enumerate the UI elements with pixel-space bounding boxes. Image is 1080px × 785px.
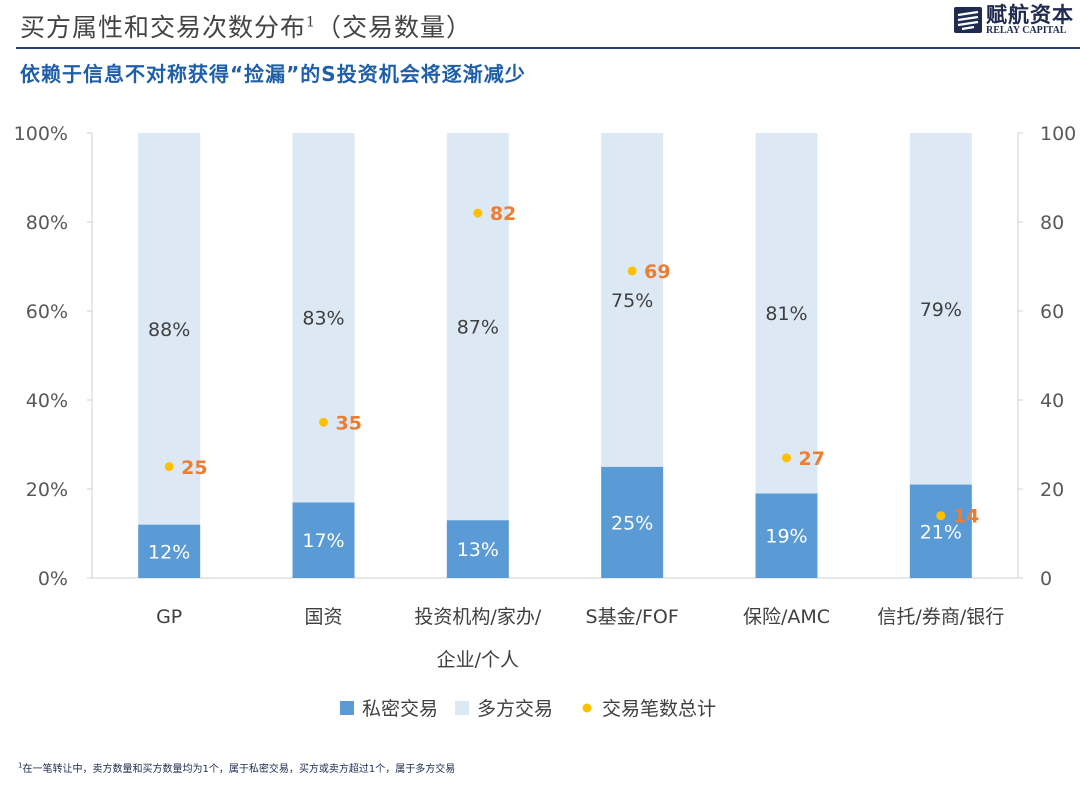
total-point xyxy=(473,208,483,218)
total-point-label: 35 xyxy=(336,412,362,434)
bar-private xyxy=(292,502,355,578)
total-point-label: 82 xyxy=(490,203,516,225)
page-subtitle: 依赖于信息不对称获得“捡漏”的S投资机会将逐渐减少 xyxy=(20,62,526,86)
y-left-tick-label: 40% xyxy=(26,390,68,412)
y-right-tick-label: 100 xyxy=(1040,123,1076,145)
y-right-tick-label: 80 xyxy=(1040,212,1064,234)
y-right-tick-label: 60 xyxy=(1040,301,1064,323)
y-right-tick-label: 40 xyxy=(1040,390,1064,412)
y-left-tick-label: 0% xyxy=(38,568,68,590)
bar-private-label: 19% xyxy=(765,526,807,548)
bar-private-label: 17% xyxy=(302,530,344,552)
title-rule xyxy=(16,47,1080,49)
bar-private-label: 13% xyxy=(457,539,499,561)
bar-multi-label: 83% xyxy=(302,308,344,330)
logo-icon xyxy=(954,7,982,33)
y-left-tick-label: 100% xyxy=(14,123,68,145)
legend-label: 私密交易 xyxy=(362,698,438,720)
legend-label: 多方交易 xyxy=(477,698,553,720)
total-point-label: 14 xyxy=(953,506,979,528)
x-tick-label: GP xyxy=(156,606,182,628)
bar-multi-label: 87% xyxy=(457,317,499,339)
brand-logo: 赋航资本 RELAY CAPITAL xyxy=(953,4,1074,36)
bar-multi xyxy=(138,133,201,525)
total-point-label: 27 xyxy=(799,448,825,470)
bar-multi-label: 88% xyxy=(148,319,190,341)
logo-en-text: RELAY CAPITAL xyxy=(986,25,1067,36)
y-left-tick-label: 20% xyxy=(26,479,68,501)
legend-swatch-total xyxy=(582,703,592,713)
total-point-label: 25 xyxy=(181,457,207,479)
bar-private-label: 21% xyxy=(920,521,962,543)
bar-multi xyxy=(755,133,818,494)
y-left-tick-label: 60% xyxy=(26,301,68,323)
bar-private xyxy=(138,524,201,578)
legend-swatch-private xyxy=(340,701,354,715)
total-point xyxy=(936,511,946,521)
bar-multi-label: 75% xyxy=(611,290,653,312)
x-tick-label: 保险/AMC xyxy=(743,606,830,628)
x-tick-label: 企业/个人 xyxy=(437,649,519,671)
bar-multi xyxy=(909,133,972,485)
x-tick-label: 信托/券商/银行 xyxy=(877,606,1004,628)
x-tick-label: 投资机构/家办/ xyxy=(414,606,541,628)
total-point xyxy=(627,266,637,276)
bar-private xyxy=(755,493,818,578)
stacked-bar-chart: 0% 20% 40% 60% 80% 100% 0 20 40 60 80 100 12% 88% 25 GP… xyxy=(14,123,1077,720)
bar-multi-label: 79% xyxy=(920,299,962,321)
total-point xyxy=(782,453,791,463)
bar-multi xyxy=(292,133,355,503)
y-left-tick-label: 80% xyxy=(26,212,68,234)
y-right-tick-label: 0 xyxy=(1040,568,1052,590)
y-right-tick-label: 20 xyxy=(1040,479,1064,501)
bar-multi-label: 81% xyxy=(765,303,807,325)
legend-swatch-multi xyxy=(455,701,469,715)
total-point xyxy=(164,462,174,472)
bar-private xyxy=(909,484,972,578)
legend-label: 交易笔数总计 xyxy=(602,698,716,720)
bar-private xyxy=(446,520,509,578)
bar-multi xyxy=(446,133,509,521)
x-tick-label: 国资 xyxy=(304,606,342,628)
bar-multi xyxy=(601,133,664,467)
logo-cn-text: 赋航资本 xyxy=(986,2,1074,27)
footnote: 1在一笔转让中，卖方数量和买方数量均为1个，属于私密交易，买方或卖方超过1个，属… xyxy=(18,761,456,775)
page-title: 买方属性和交易次数分布1（交易数量） xyxy=(20,13,472,42)
bar-private-label: 12% xyxy=(148,541,190,563)
total-point-label: 69 xyxy=(644,261,670,283)
bar-private-label: 25% xyxy=(611,512,653,534)
x-tick-label: S基金/FOF xyxy=(586,606,679,628)
total-point xyxy=(319,417,328,427)
bar-private xyxy=(601,466,664,578)
